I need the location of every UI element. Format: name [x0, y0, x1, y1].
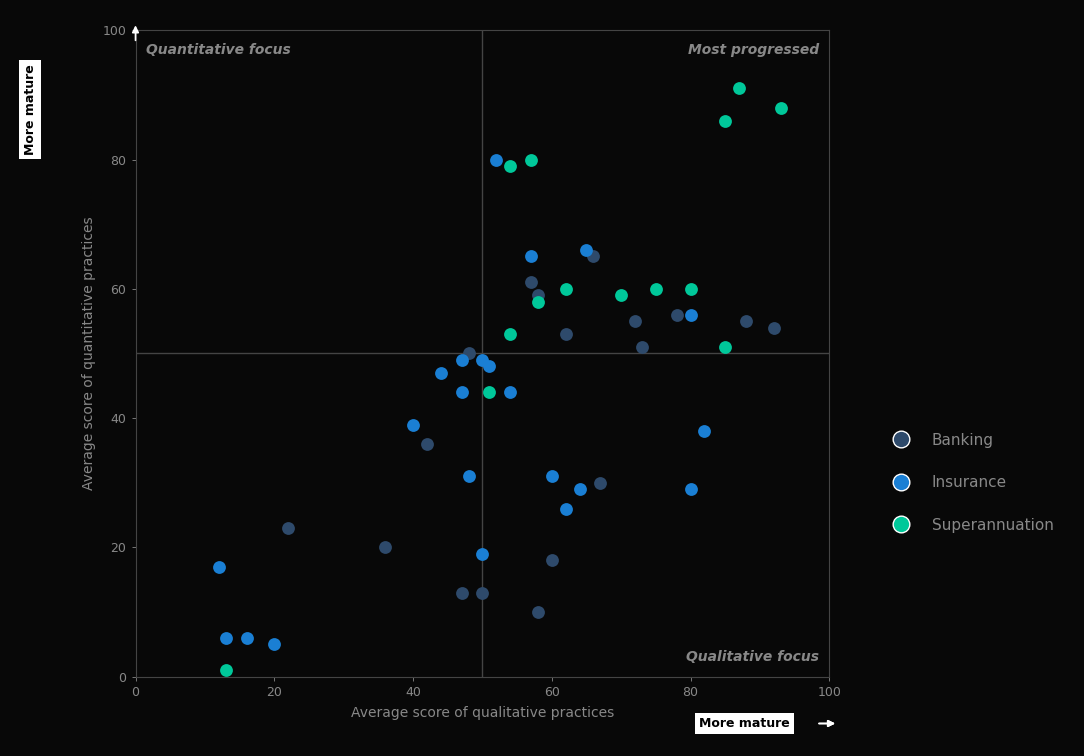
Text: Most progressed: Most progressed	[687, 43, 818, 57]
Point	[682, 483, 699, 495]
Point	[772, 102, 789, 114]
Point	[266, 638, 283, 650]
Point	[418, 438, 436, 450]
Point	[682, 283, 699, 295]
Point	[522, 250, 540, 262]
Point	[765, 321, 783, 333]
Point	[731, 82, 748, 94]
Point	[502, 160, 519, 172]
Point	[502, 328, 519, 340]
Point	[557, 503, 575, 515]
Point	[737, 315, 754, 327]
Point	[460, 470, 477, 482]
Text: Quantitative focus: Quantitative focus	[146, 43, 291, 57]
Point	[668, 308, 685, 321]
Point	[571, 483, 589, 495]
Point	[460, 348, 477, 360]
Point	[217, 632, 234, 644]
Point	[522, 276, 540, 288]
Point	[627, 315, 644, 327]
Point	[474, 587, 491, 599]
Point	[376, 541, 393, 553]
Text: Qualitative focus: Qualitative focus	[686, 649, 818, 664]
Point	[529, 606, 546, 618]
Point	[453, 386, 470, 398]
Point	[529, 296, 546, 308]
X-axis label: Average score of qualitative practices: Average score of qualitative practices	[351, 705, 614, 720]
Point	[557, 328, 575, 340]
Text: More mature: More mature	[699, 717, 790, 730]
Point	[578, 244, 595, 256]
Point	[522, 153, 540, 166]
Point	[502, 386, 519, 398]
Point	[217, 664, 234, 676]
Point	[404, 419, 422, 431]
Point	[543, 470, 560, 482]
Point	[474, 354, 491, 366]
Text: More mature: More mature	[24, 64, 37, 155]
Point	[480, 361, 498, 373]
Point	[210, 561, 228, 573]
Point	[717, 115, 734, 127]
Point	[433, 367, 450, 379]
Point	[633, 341, 650, 353]
Point	[682, 308, 699, 321]
Point	[453, 354, 470, 366]
Point	[474, 548, 491, 560]
Point	[543, 554, 560, 566]
Point	[453, 587, 470, 599]
Point	[696, 425, 713, 437]
Point	[280, 522, 297, 534]
Point	[584, 250, 602, 262]
Legend: Banking, Insurance, Superannuation: Banking, Insurance, Superannuation	[878, 425, 1061, 541]
Point	[612, 290, 630, 302]
Point	[480, 386, 498, 398]
Point	[488, 153, 505, 166]
Y-axis label: Average score of quantitative practices: Average score of quantitative practices	[81, 217, 95, 490]
Point	[557, 283, 575, 295]
Point	[592, 477, 609, 489]
Point	[647, 283, 664, 295]
Point	[529, 290, 546, 302]
Point	[717, 341, 734, 353]
Point	[237, 632, 255, 644]
